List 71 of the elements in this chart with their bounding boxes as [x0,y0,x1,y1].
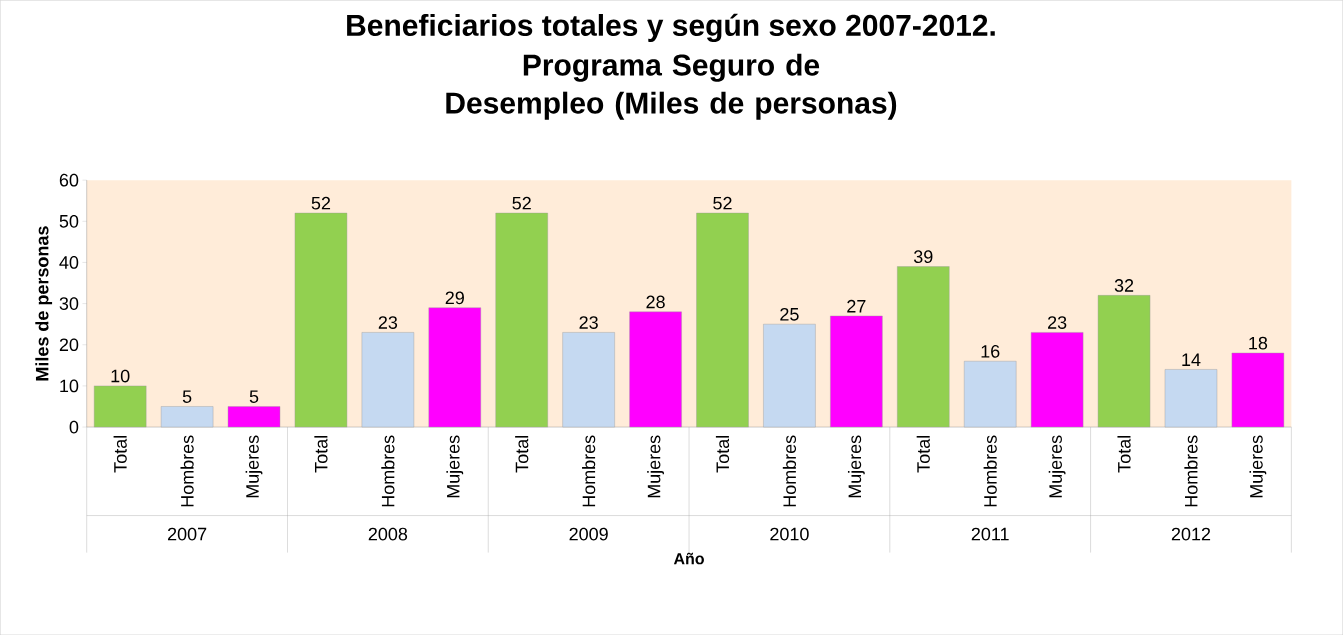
data-label: 23 [579,316,598,329]
x-tick-label: Hombres [381,435,395,507]
y-tick-label: 10 [60,379,79,393]
text: 2011 [971,527,1009,541]
text: 2009 [569,527,608,541]
x-tick-label: Mujeres [647,435,664,498]
data-label: 14 [1182,353,1201,366]
x-tick-label: Hombres [180,435,194,507]
bar [629,311,682,428]
bar [227,406,281,428]
data-label: 52 [512,196,531,210]
data-label: 27 [847,299,866,313]
x-tick-label: Mujeres [446,435,464,498]
chart-subtitle: Programa Seguro de Desempleo (Miles de personas) [446,53,897,120]
data-label: 5 [249,390,259,403]
bar [160,406,214,428]
text: 2007 [167,527,207,541]
data-label: 23 [378,316,398,329]
y-tick-label: 30 [59,297,79,310]
x-tick-label: Hombres [1184,435,1198,507]
data-label: 52 [311,196,331,210]
bar [93,385,147,428]
data-label: 10 [111,369,130,383]
data-label: 16 [981,344,1000,358]
data-label: 29 [445,291,464,305]
x-tick-label: Total [1117,435,1131,473]
y-tick-label: 0 [69,420,79,434]
x-tick-label: Hombres [782,435,797,507]
bar [1164,369,1218,428]
x-tick-label: Mujeres [1048,435,1066,498]
bar [964,360,1017,428]
x-tick-label: Mujeres [1249,435,1267,498]
x-tick-label: Hombres [582,435,596,507]
x-tick-label: Total [715,435,730,473]
x-tick-label: Total [916,435,930,473]
bar [1231,352,1285,428]
bar [294,212,348,428]
data-label: 23 [1048,316,1067,329]
y-tick-label: 20 [59,338,79,352]
bar [830,315,883,428]
chart-title: Beneficiarios totales y según sexo 2007-2012. [347,13,995,42]
bar [1097,295,1151,428]
bar [1030,332,1084,428]
y-tick-label: 60 [59,173,79,187]
bar [897,266,950,428]
text: 2010 [770,527,809,541]
data-label: 52 [713,196,732,210]
y-tick-label: 40 [59,255,79,269]
bar [495,212,548,428]
text: 2012 [1171,527,1211,541]
x-tick-label: Mujeres [245,435,263,498]
data-label: 18 [1249,336,1268,350]
data-label: 39 [913,250,933,263]
x-axis-title: Año [673,552,704,565]
x-tick-label: Total [515,435,529,473]
x-tick-label: Hombres [983,435,997,507]
data-label: 32 [1114,279,1134,292]
bar [763,323,816,428]
data-label: 25 [780,307,799,321]
x-tick-label: Mujeres [847,435,865,498]
x-tick-label: Total [314,435,328,473]
bar [696,212,749,428]
bar [562,332,615,428]
y-axis-title: Miles de personas [35,226,53,381]
bar [428,307,481,428]
x-tick-label: Total [113,435,127,473]
data-label: 5 [182,390,192,403]
data-label: 28 [646,295,665,309]
y-tick-label: 50 [59,214,79,228]
text: 2008 [368,527,408,541]
bar [361,332,415,428]
